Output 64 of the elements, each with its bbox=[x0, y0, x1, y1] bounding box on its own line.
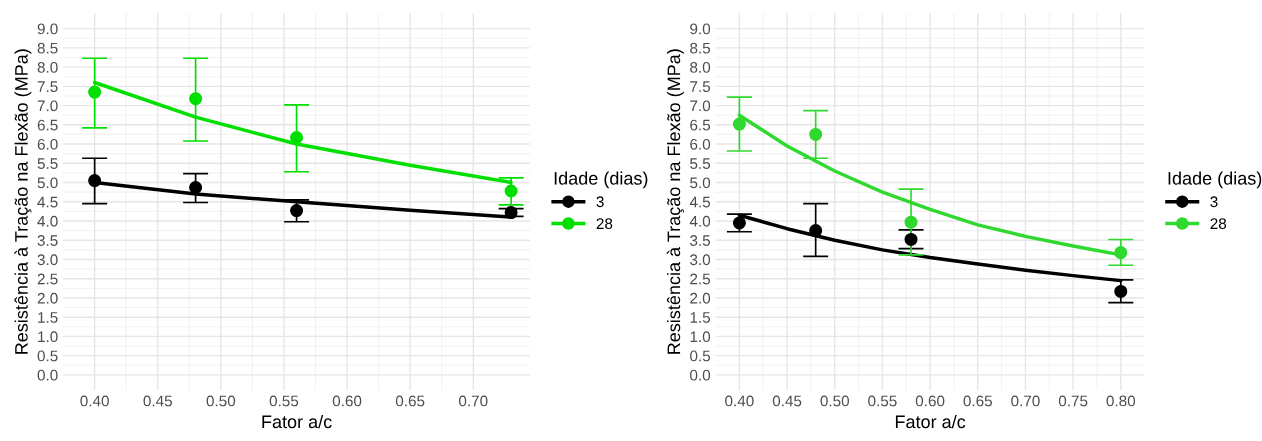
x-tick-label: 0.40 bbox=[80, 395, 109, 407]
x-tick-label: 0.70 bbox=[1011, 395, 1040, 407]
y-axis-title: Resistência à Tração na Flexão (MPa) bbox=[666, 49, 684, 354]
y-axis-title: Resistência à Tração na Flexão (MPa) bbox=[14, 49, 32, 354]
x-tick-label: 0.40 bbox=[725, 395, 754, 407]
y-tick-label: 4.5 bbox=[37, 196, 58, 208]
y-tick-label: 5.0 bbox=[690, 177, 711, 189]
y-tick-label: 0.0 bbox=[690, 369, 711, 381]
x-tick-label: 0.65 bbox=[963, 395, 992, 407]
y-tick-label: 7.5 bbox=[690, 81, 711, 93]
y-tick-label: 5.0 bbox=[37, 177, 58, 189]
x-tick-label: 0.60 bbox=[915, 395, 945, 407]
y-tick-label: 1.0 bbox=[38, 331, 58, 343]
y-tick-label: 2.0 bbox=[37, 292, 58, 304]
y-tick-label: 2.0 bbox=[690, 292, 711, 304]
legend-title: Idade (dias) bbox=[554, 171, 648, 189]
y-tick-label: 5.5 bbox=[690, 158, 711, 169]
y-tick-label: 4.0 bbox=[689, 215, 711, 227]
x-axis-title: Fator a/c bbox=[262, 414, 332, 429]
y-tick-label: 7.5 bbox=[37, 81, 58, 93]
y-tick-label: 7.0 bbox=[37, 100, 58, 112]
y-tick-label: 4.0 bbox=[37, 215, 58, 227]
y-tick-label: 6.0 bbox=[690, 138, 711, 150]
y-tick-label: 9.0 bbox=[37, 23, 58, 35]
legend-label: 3 bbox=[1210, 196, 1218, 208]
legend-label: 28 bbox=[596, 218, 613, 230]
y-tick-label: 1.0 bbox=[690, 331, 711, 343]
x-tick-label: 0.55 bbox=[868, 395, 897, 407]
y-tick-label: 8.0 bbox=[690, 61, 711, 73]
x-tick-label: 0.60 bbox=[332, 395, 362, 407]
y-tick-label: 3.5 bbox=[37, 235, 58, 246]
x-tick-label: 0.50 bbox=[820, 395, 850, 407]
y-tick-label: 8.5 bbox=[690, 42, 711, 54]
x-tick-label: 0.70 bbox=[458, 395, 488, 407]
y-tick-label: 3.0 bbox=[690, 254, 711, 266]
y-tick-label: 6.5 bbox=[690, 119, 711, 131]
y-tick-label: 0.5 bbox=[690, 350, 711, 362]
y-tick-label: 8.0 bbox=[37, 61, 58, 73]
x-tick-label: 0.45 bbox=[143, 395, 172, 407]
x-tick-label: 0.65 bbox=[395, 395, 425, 407]
y-tick-label: 1.5 bbox=[690, 312, 711, 323]
y-tick-label: 0.0 bbox=[37, 369, 58, 381]
y-tick-label: 3.0 bbox=[37, 254, 58, 266]
y-tick-label: 9.0 bbox=[690, 23, 711, 35]
y-tick-label: 1.5 bbox=[38, 312, 58, 323]
x-tick-label: 0.75 bbox=[1058, 395, 1088, 407]
y-tick-label: 6.0 bbox=[37, 138, 58, 150]
y-tick-label: 2.5 bbox=[37, 273, 58, 285]
legend-label: 28 bbox=[1210, 218, 1227, 230]
x-tick-label: 0.45 bbox=[772, 395, 802, 407]
x-axis-title: Fator a/c bbox=[895, 414, 966, 429]
y-tick-label: 2.5 bbox=[690, 273, 711, 285]
y-tick-label: 0.5 bbox=[37, 350, 58, 362]
y-tick-label: 5.5 bbox=[37, 158, 58, 169]
y-tick-label: 3.5 bbox=[690, 235, 711, 246]
y-tick-label: 8.5 bbox=[37, 42, 58, 54]
y-tick-label: 4.5 bbox=[689, 196, 711, 208]
x-tick-label: 0.55 bbox=[269, 395, 299, 407]
y-tick-label: 7.0 bbox=[690, 100, 711, 112]
legend-title: Idade (dias) bbox=[1168, 171, 1262, 189]
x-tick-label: 0.80 bbox=[1106, 395, 1136, 407]
legend-label: 3 bbox=[596, 196, 604, 208]
y-tick-label: 6.5 bbox=[37, 119, 58, 131]
x-tick-label: 0.50 bbox=[206, 395, 236, 407]
